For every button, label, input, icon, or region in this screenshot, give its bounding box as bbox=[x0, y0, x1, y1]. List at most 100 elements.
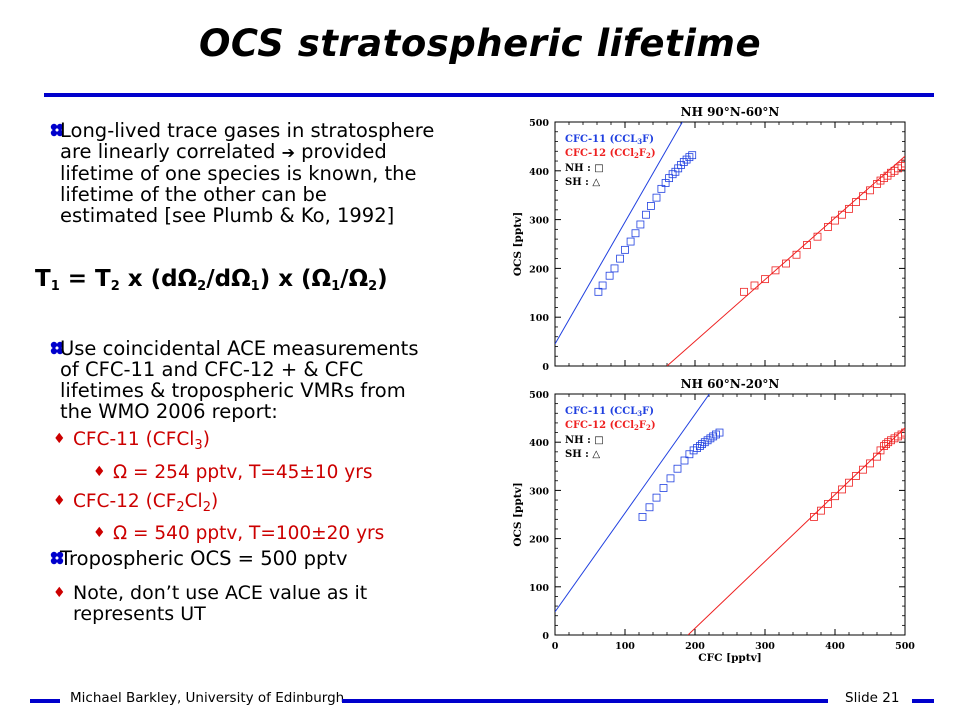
x-tick-label: 200 bbox=[685, 641, 705, 652]
sub-bullet-cfc12: CFC-12 (CF2Cl2) bbox=[73, 491, 218, 518]
sub-bullet-text: Cl bbox=[184, 491, 203, 512]
chart-title: NH 90°N-60°N bbox=[681, 105, 780, 119]
chart-title: NH 60°N-20°N bbox=[681, 377, 780, 391]
data-point-cfc-12 bbox=[782, 259, 790, 268]
bullet-2-line-1: Use coincidental ACE measurements bbox=[60, 337, 419, 360]
data-point-cfc-12 bbox=[859, 192, 867, 201]
legend-cfc12: CFC-12 (CCl2F2) bbox=[565, 420, 656, 432]
data-point-cfc-11 bbox=[610, 264, 619, 273]
legend-cfc11: CFC-11 (CCL3F) bbox=[565, 134, 654, 146]
diamond-bullet-icon: ♦ bbox=[53, 431, 66, 447]
footer-rule-left bbox=[30, 699, 60, 703]
formula-part: = T bbox=[59, 266, 111, 292]
y-tick-label: 400 bbox=[529, 438, 549, 449]
data-point-cfc-12 bbox=[792, 250, 801, 259]
bullet-2-line-2: of CFC-11 and CFC-12 + & CFC bbox=[60, 358, 364, 381]
bullet-2-line-3: lifetimes & tropospheric VMRs from bbox=[60, 379, 406, 402]
legend-cfc11: CFC-11 (CCL3F) bbox=[565, 406, 654, 418]
y-tick-label: 0 bbox=[542, 362, 549, 373]
footer-rule-middle bbox=[342, 699, 828, 703]
data-point-cfc-12 bbox=[817, 506, 825, 515]
data-point-cfc-12 bbox=[901, 159, 905, 168]
legend-cfc12: CFC-12 (CCl2F2) bbox=[565, 148, 656, 160]
data-point-cfc-12 bbox=[866, 459, 874, 468]
data-point-cfc-11 bbox=[659, 484, 668, 492]
data-point-cfc-12 bbox=[852, 198, 860, 206]
quatrefoil-bullet-icon bbox=[50, 123, 64, 137]
series-group bbox=[555, 122, 905, 366]
data-point-cfc-12 bbox=[866, 186, 874, 195]
data-point-cfc-12 bbox=[845, 478, 853, 487]
formula-part: ) bbox=[377, 266, 388, 292]
y-tick-label: 100 bbox=[529, 313, 549, 324]
note-line-1: Note, don’t use ACE value as it bbox=[73, 582, 368, 604]
fit-line-cfc-11 bbox=[555, 122, 683, 345]
chart-panel-2: NH 60°N-20°N 0 100 200 300 400 500 0 100 200 300 40… bbox=[512, 377, 915, 664]
data-point-cfc-12 bbox=[901, 428, 905, 437]
data-point-cfc-11 bbox=[657, 184, 666, 193]
sub-bullet-text: CFC-12 (CF bbox=[73, 491, 177, 512]
formula-part: /Ω bbox=[340, 266, 369, 292]
title-divider bbox=[44, 93, 934, 97]
legend-sh: SH : △ bbox=[565, 449, 600, 460]
sub-bullet-text: ) bbox=[202, 429, 210, 450]
formula-part: T bbox=[35, 266, 51, 292]
y-tick-label: 500 bbox=[529, 118, 549, 129]
bullet-1-line-2b: provided bbox=[301, 140, 387, 163]
data-point-cfc-12 bbox=[803, 241, 811, 249]
bullet-1-line-4: lifetime of the other can be bbox=[60, 183, 327, 206]
cfc-ocs-correlation-charts: NH 90°N-60°N 0 100 200 300 400 500 OCS [pptv] CF… bbox=[512, 105, 915, 664]
formula-sub: 1 bbox=[50, 279, 60, 294]
footer-rule-right bbox=[912, 699, 934, 703]
data-point-cfc-11 bbox=[631, 229, 640, 238]
lifetime-formula: T1 = T2 x (dΩ2/dΩ1) x (Ω1/Ω2) bbox=[35, 266, 388, 294]
data-point-cfc-11 bbox=[652, 193, 661, 202]
data-point-cfc-11 bbox=[680, 456, 689, 465]
data-point-cfc-12 bbox=[813, 232, 822, 241]
y-tick-label: 300 bbox=[529, 486, 549, 497]
data-point-cfc-11 bbox=[616, 254, 624, 263]
data-point-cfc-11 bbox=[636, 220, 645, 229]
bullet-1-line-2: are linearly correlated ➔ provided bbox=[60, 141, 500, 163]
data-point-cfc-12 bbox=[810, 513, 818, 521]
data-point-cfc-12 bbox=[824, 499, 832, 508]
fit-line-cfc-11 bbox=[555, 394, 710, 613]
slide-title: OCS stratospheric lifetime bbox=[198, 22, 762, 65]
right-arrow-icon: ➔ bbox=[281, 143, 295, 162]
slide-number: Slide 21 bbox=[845, 690, 900, 706]
y-tick-label: 200 bbox=[529, 264, 549, 275]
formula-sub: 2 bbox=[110, 279, 120, 294]
sub-bullet-cfc11: CFC-11 (CFCl3) bbox=[73, 429, 210, 456]
data-point-cfc-11 bbox=[652, 493, 661, 502]
data-point-cfc-12 bbox=[859, 465, 867, 474]
y-tick-label: 400 bbox=[529, 167, 549, 178]
chart-panel-1: NH 90°N-60°N 0 100 200 300 400 500 OCS [pptv] CF… bbox=[512, 105, 906, 373]
data-point-cfc-11 bbox=[605, 271, 614, 280]
data-point-cfc-11 bbox=[594, 287, 603, 296]
y-tick-label: 300 bbox=[529, 216, 549, 227]
bullet-3-text: Tropospheric OCS = 500 pptv bbox=[60, 547, 348, 570]
fit-line-cfc-12 bbox=[666, 155, 905, 366]
data-point-cfc-11 bbox=[638, 513, 647, 521]
series-group bbox=[555, 394, 905, 635]
x-tick-label: 300 bbox=[755, 641, 775, 652]
data-point-cfc-12 bbox=[740, 287, 748, 296]
sub-bullet-text: ) bbox=[210, 491, 219, 512]
x-tick-label: 400 bbox=[825, 641, 845, 652]
data-point-cfc-11 bbox=[621, 245, 629, 254]
sub-bullet-cfc11-values: Ω = 254 pptv, T=45±10 yrs bbox=[113, 462, 373, 483]
y-axis-label: OCS [pptv] bbox=[512, 212, 524, 276]
data-point-cfc-12 bbox=[845, 204, 853, 213]
x-tick-label: 100 bbox=[615, 641, 635, 652]
subscript: 3 bbox=[194, 438, 203, 453]
data-point-cfc-12 bbox=[750, 281, 759, 290]
x-tick-label: 0 bbox=[552, 641, 559, 652]
footer-author: Michael Barkley, University of Edinburgh bbox=[70, 690, 345, 706]
quatrefoil-bullet-icon bbox=[50, 551, 64, 565]
data-point-cfc-11 bbox=[685, 153, 694, 162]
data-point-cfc-11 bbox=[679, 158, 688, 166]
bullet-2-line-4: the WMO 2006 report: bbox=[60, 400, 278, 423]
formula-part: x (dΩ bbox=[119, 266, 198, 292]
data-point-cfc-11 bbox=[645, 503, 654, 512]
formula-sub: 2 bbox=[197, 279, 207, 294]
